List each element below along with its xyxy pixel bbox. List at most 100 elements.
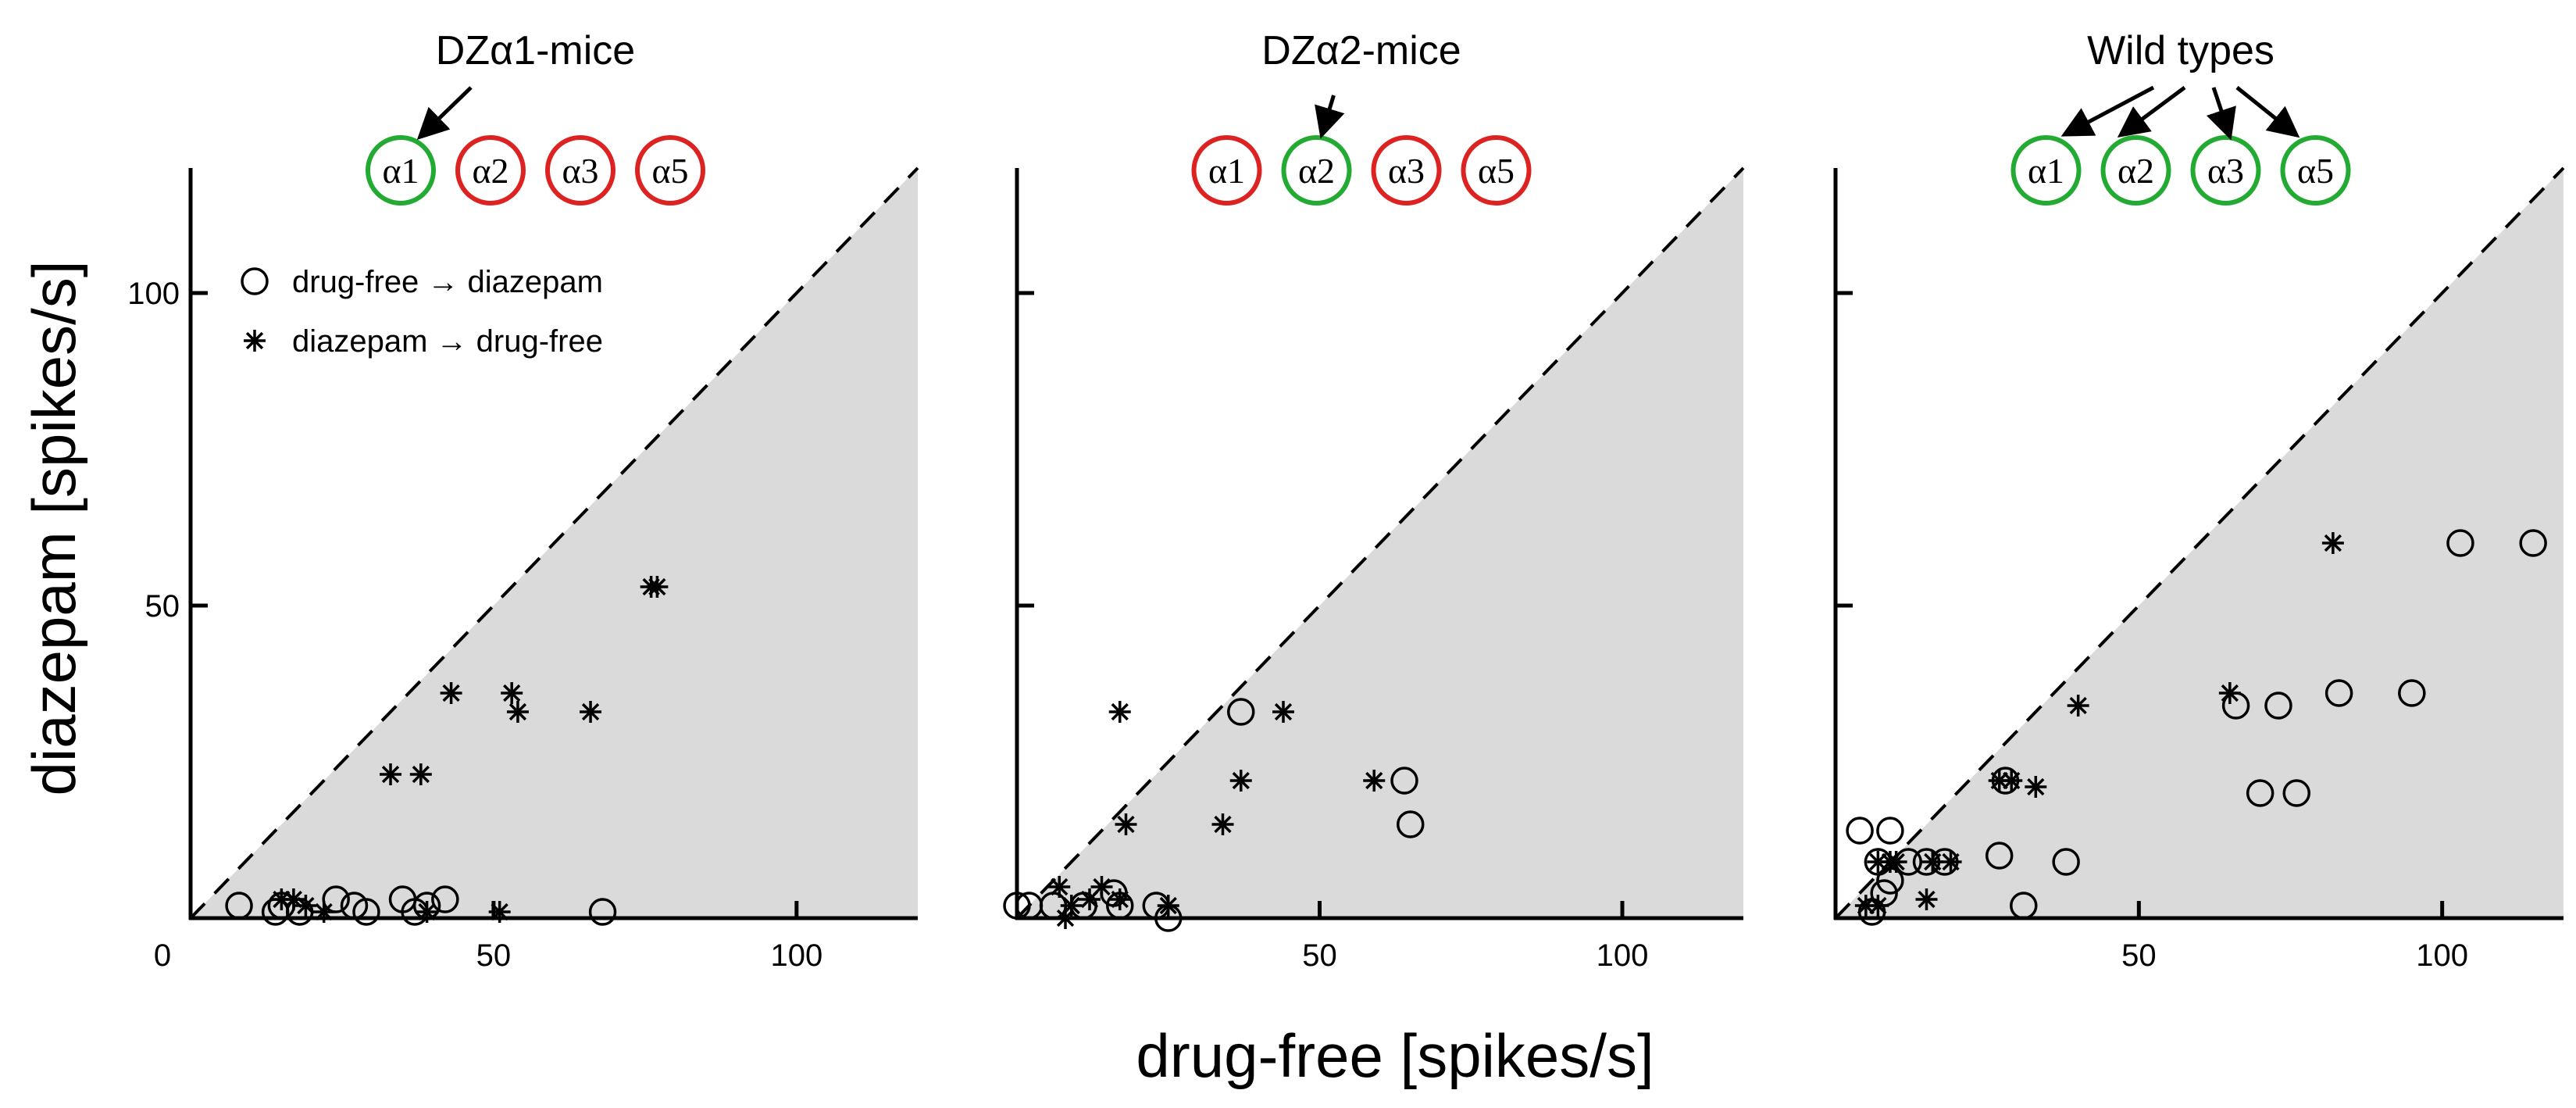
panel-2: 50 100 α1 α2 α3 α5 DZα2-mice <box>1003 28 1745 973</box>
subunit-label: α3 <box>2207 151 2244 191</box>
subunit-circle <box>366 135 436 206</box>
data-point-star <box>1272 701 1294 723</box>
data-point-star <box>1921 851 1944 873</box>
data-point-star <box>1054 907 1076 929</box>
data-point-star <box>1229 770 1252 792</box>
subunit-alpha2: α2 <box>2100 135 2171 206</box>
data-point-star <box>2000 770 2023 792</box>
data-point-circle <box>2246 779 2275 807</box>
x-tick-label: 100 <box>770 938 822 973</box>
subunit-label: α3 <box>562 151 598 191</box>
panels: 100 50 0 50 100 α1 α2 α3 α5 DZα1-mice drug-free → … <box>127 28 2565 973</box>
data-point-star <box>1988 770 2010 792</box>
subunit-alpha5: α5 <box>2280 135 2351 206</box>
data-point-star <box>1115 813 1137 835</box>
subunit-label: α1 <box>382 151 419 191</box>
subunit-circle <box>1461 135 1532 206</box>
subunit-circle <box>2280 135 2351 206</box>
data-point-star <box>646 576 669 598</box>
legend-star-icon <box>244 330 266 352</box>
data-point-circle <box>2324 679 2353 707</box>
x-tick-label: 50 <box>476 938 512 973</box>
y-tick-label: 50 <box>145 589 180 624</box>
data-point-star <box>312 901 335 923</box>
data-point-circle <box>1846 817 1874 845</box>
y-axis-title: diazepam [spikes/s] <box>20 261 88 796</box>
data-point-star <box>1108 701 1131 723</box>
x-tick-label: 100 <box>1597 938 1649 973</box>
data-point-star <box>2067 695 2089 717</box>
data-point-star <box>2321 532 2344 554</box>
data-point-star <box>2025 776 2047 798</box>
data-point-star <box>1108 888 1131 910</box>
data-point-star <box>1363 770 1386 792</box>
data-point-circle <box>1397 810 1425 838</box>
data-point-circle <box>322 885 350 913</box>
subunit-label: α2 <box>472 151 508 191</box>
subunit-label: α5 <box>651 151 688 191</box>
panel-3: 50 100 α1 α2 α3 α5 Wild types <box>1833 28 2565 973</box>
subunit-alpha1: α1 <box>2010 135 2082 206</box>
subunit-circle <box>635 135 705 206</box>
panel-title: Wild types <box>2087 28 2275 73</box>
data-point-star <box>294 895 317 917</box>
data-point-star <box>416 901 438 923</box>
panel-title: DZα2-mice <box>1261 28 1461 73</box>
subunit-label: α1 <box>2028 151 2064 191</box>
x-axis-title: drug-free [spikes/s] <box>1136 1021 1654 1090</box>
data-point-circle <box>352 898 380 926</box>
x-tick-label: 100 <box>2416 938 2468 973</box>
data-point-star <box>282 888 305 910</box>
data-point-circle <box>225 892 253 920</box>
data-point-circle <box>588 898 617 926</box>
data-point-star <box>440 682 462 704</box>
data-point-circle <box>2052 848 2080 876</box>
identity-line <box>1834 166 2565 920</box>
x-tick-label: 50 <box>1302 938 1337 973</box>
x-tick-label: 0 <box>154 938 171 973</box>
x-tick-label: 50 <box>2121 938 2157 973</box>
data-point-star <box>1048 876 1071 898</box>
data-point-circle <box>2264 692 2292 720</box>
data-point-circle <box>1227 698 1255 726</box>
subunit-circle <box>2010 135 2082 206</box>
data-point-star <box>506 701 529 723</box>
data-point-star <box>488 901 511 923</box>
data-point-circle <box>431 885 459 913</box>
data-point-star <box>380 763 402 785</box>
subunit-alpha5: α5 <box>1461 135 1532 206</box>
subunit-circle <box>2100 135 2171 206</box>
data-point-circle <box>1876 817 1904 845</box>
legend: drug-free → diazepam diazepam → drug-free <box>241 265 603 359</box>
legend-circle-label: drug-free → diazepam <box>292 265 603 299</box>
data-point-circle <box>2282 779 2311 807</box>
data-point-circle <box>2446 529 2474 557</box>
y-tick-label: 100 <box>127 277 180 311</box>
data-point-star <box>270 888 293 910</box>
data-point-star <box>1854 895 1877 917</box>
legend-star-label: diazepam → drug-free <box>292 324 603 359</box>
data-point-star <box>1915 888 1938 910</box>
subunit-circle <box>1191 135 1262 206</box>
data-point-star <box>1090 876 1113 898</box>
subunit-alpha1: α1 <box>1191 135 1262 206</box>
data-point-star <box>1867 895 1889 917</box>
subunit-circle <box>1371 135 1442 206</box>
legend-circle-icon <box>241 267 269 295</box>
subunit-label: α1 <box>1208 151 1245 191</box>
data-point-circle <box>2010 892 2038 920</box>
data-point-circle <box>1985 842 2014 870</box>
data-point-star <box>501 682 523 704</box>
panel-1: 100 50 0 50 100 α1 α2 α3 α5 DZα1-mice drug-free → … <box>127 28 919 973</box>
data-point-star <box>1885 851 1907 873</box>
subunit-label: α2 <box>1298 151 1335 191</box>
data-point-circle <box>2519 529 2547 557</box>
subunit-circle <box>545 135 615 206</box>
data-point-star <box>2218 682 2241 704</box>
arrow <box>1315 95 1345 139</box>
data-point-star <box>1060 895 1083 917</box>
subunit-alpha2: α2 <box>1281 135 1352 206</box>
subunit-alpha5: α5 <box>635 135 705 206</box>
arrow <box>2060 85 2155 137</box>
